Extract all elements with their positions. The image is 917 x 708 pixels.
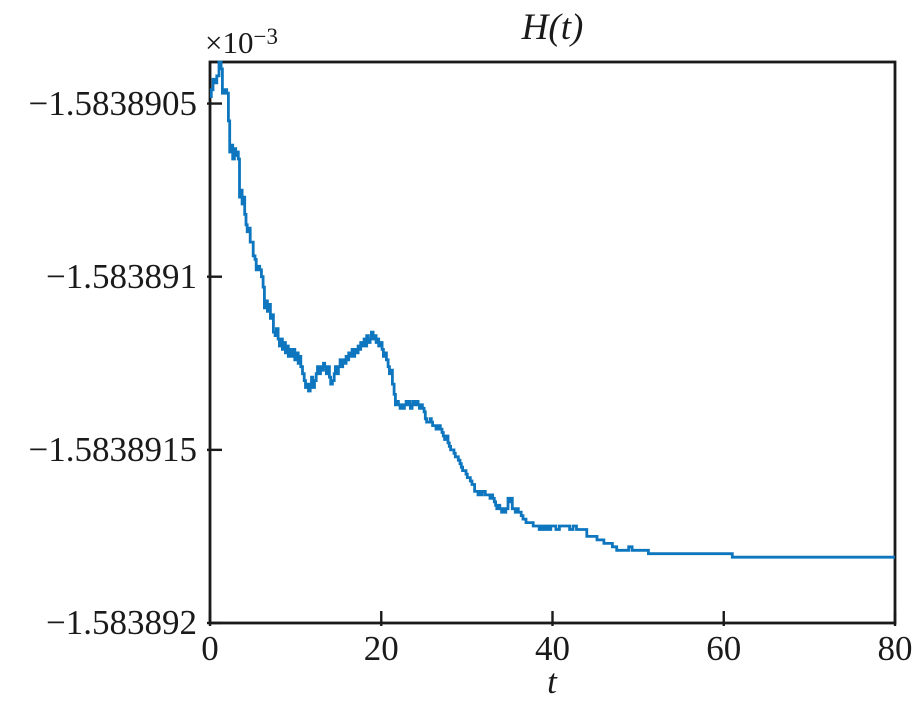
x-tick-label: 20 xyxy=(363,629,399,668)
offset-base: ×10 xyxy=(205,25,254,60)
plot-border xyxy=(208,60,897,625)
x-tick-label: 40 xyxy=(535,629,570,668)
x-tick-label: 80 xyxy=(877,629,913,668)
plot-line xyxy=(209,60,895,559)
y-tick-label: −1.5838915 xyxy=(28,429,198,469)
x-tick-label: 0 xyxy=(201,629,219,668)
offset-exponent: −3 xyxy=(253,24,278,49)
y-tick-label: −1.5838905 xyxy=(28,83,198,123)
y-tick-label: −1.583891 xyxy=(46,256,197,296)
y-axis-scale-offset: ×10−3 xyxy=(205,20,278,60)
x-tick-label: 60 xyxy=(706,629,742,668)
x-axis-label: t xyxy=(547,662,557,701)
chart-title: H(t) xyxy=(521,7,584,48)
y-tick-label: −1.583892 xyxy=(46,603,197,642)
